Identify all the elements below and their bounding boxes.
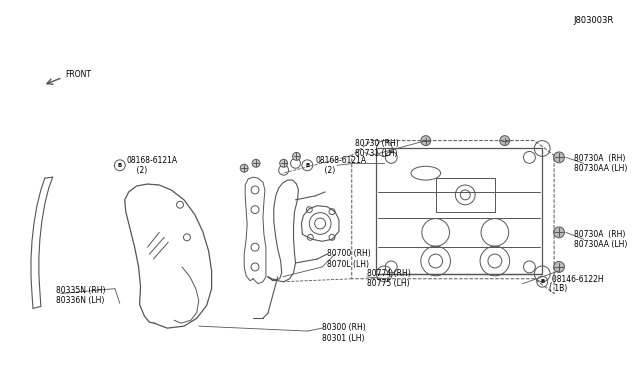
Text: 80774 (RH)
80775 (LH): 80774 (RH) 80775 (LH) — [367, 269, 410, 288]
Text: 80700 (RH)
8070L (LH): 80700 (RH) 8070L (LH) — [327, 249, 371, 269]
Circle shape — [252, 159, 260, 167]
Text: 80730A  (RH)
80730AA (LH): 80730A (RH) 80730AA (LH) — [574, 230, 627, 249]
Circle shape — [280, 159, 287, 167]
Text: J803003R: J803003R — [573, 16, 613, 25]
Text: 80335N (RH)
80336N (LH): 80335N (RH) 80336N (LH) — [56, 286, 105, 305]
Circle shape — [500, 136, 509, 145]
Text: 08168-6121A
    (2): 08168-6121A (2) — [127, 155, 178, 175]
Circle shape — [292, 153, 300, 160]
Text: B: B — [305, 163, 310, 168]
Circle shape — [554, 227, 564, 238]
Circle shape — [554, 262, 564, 272]
Circle shape — [421, 136, 431, 145]
Text: 80300 (RH)
80301 (LH): 80300 (RH) 80301 (LH) — [322, 323, 366, 343]
Text: FRONT: FRONT — [65, 70, 92, 79]
Text: B: B — [118, 163, 122, 168]
Circle shape — [240, 164, 248, 172]
Text: B: B — [540, 279, 545, 284]
Text: 80730 (RH)
80731 (LH): 80730 (RH) 80731 (LH) — [355, 139, 399, 158]
Text: ¸08146-6122H
( 1B): ¸08146-6122H ( 1B) — [549, 274, 605, 294]
Circle shape — [554, 152, 564, 163]
Text: 80730A  (RH)
80730AA (LH): 80730A (RH) 80730AA (LH) — [574, 154, 627, 173]
Text: 08168-6121A
    (2): 08168-6121A (2) — [316, 155, 366, 175]
